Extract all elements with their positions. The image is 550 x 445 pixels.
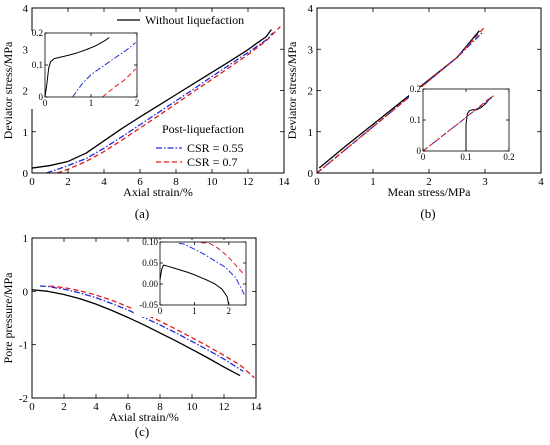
- panel-b-inset-xtick-label: 0: [421, 152, 426, 162]
- panel-a-ytick-label: 0: [23, 168, 29, 180]
- panel-a-inset-xtick-label: 0: [43, 98, 48, 108]
- panel-b-inset-xtick-label: 0.2: [503, 152, 514, 162]
- panel-b-series-2-line: [316, 26, 486, 174]
- panel-b-xtick-label: 2: [426, 176, 432, 188]
- panel-a-xtick-label: 8: [173, 176, 179, 188]
- panel-b-xtick-label: 0: [314, 176, 320, 188]
- panel-c-series-2-line: [49, 285, 255, 379]
- panel-a-inset-ytick-label: 0.2: [32, 28, 43, 38]
- panel-a-inset-xtick-label: 2: [135, 98, 140, 108]
- panel-a-inset-xtick-label: 1: [89, 98, 94, 108]
- panel-a-xtick-label: 2: [65, 176, 71, 188]
- panel-c-ytick-label: 0: [23, 286, 29, 298]
- panel-c-xtick-label: 2: [61, 401, 67, 413]
- panel-a-series-2-line: [56, 26, 281, 174]
- panel-b-ylabel: Deviator stress/MPa: [285, 41, 299, 139]
- panel-a-xtick-label: 4: [101, 176, 107, 188]
- panel-c-inset-ytick-label: 0.05: [142, 258, 158, 268]
- panel-c-xlabel: Axial strain/%: [109, 410, 179, 424]
- panel-c-ytick-label: -2: [19, 393, 28, 405]
- panel-c-xtick-label: 12: [219, 401, 230, 413]
- panel-a-legend: Without liquefaction Post-liquefaction CSR…: [117, 13, 244, 169]
- panel-a-xtick-label: 10: [207, 176, 219, 188]
- panel-c-xtick-label: 4: [93, 401, 99, 413]
- panel-a-xtick-label: 6: [137, 176, 143, 188]
- legend-label-0: Without liquefaction: [145, 13, 244, 27]
- panel-b-xtick-label: 1: [370, 176, 376, 188]
- panel-b-xtick-label: 3: [482, 176, 488, 188]
- panel-b-ytick-label: 0: [308, 168, 314, 180]
- panel-a-ytick-label: 1: [23, 127, 29, 139]
- panel-c-panel-label: (c): [135, 424, 149, 439]
- panel-c-frame: [31, 237, 257, 399]
- panel-b-inset-series-1-line: [422, 97, 493, 152]
- panel-b-inset-series-2-line: [422, 95, 495, 152]
- panel-a-series-1-line: [46, 32, 274, 174]
- panel-a-ytick-label: 4: [23, 3, 29, 15]
- panel-b-ytick-label: 3: [308, 44, 314, 56]
- panel-b: 0 1 2 3 4 0 1 2 3 4 Mean stress/MPa Deviator stress…: [285, 3, 544, 221]
- panel-a-ytick-label: 3: [23, 44, 29, 56]
- panel-b-inset-ytick-label: 0: [417, 146, 422, 156]
- panel-c-xtick-label: 10: [187, 401, 199, 413]
- panel-b-ytick-label: 2: [308, 86, 314, 98]
- panel-c-inset-series-2-line: [201, 242, 245, 276]
- panel-c-inset-series-0-line: [159, 264, 230, 306]
- panel-a-inset-series-0-line: [44, 37, 110, 98]
- panel-a-inset-bg: [31, 31, 141, 109]
- panel-c-inset-bg: [134, 240, 250, 317]
- panel-c-xtick-label: 14: [251, 401, 263, 413]
- panel-b-xlabel: Mean stress/MPa: [388, 185, 472, 199]
- panel-c-xtick-label: 8: [157, 401, 163, 413]
- panel-c-inset-ytick-label: 0.10: [142, 237, 158, 247]
- panel-c-inset-xtick-label: 1: [192, 306, 197, 316]
- panel-a-xtick-label: 0: [29, 176, 35, 188]
- panel-c-xtick-label: 0: [29, 401, 35, 413]
- panel-c-ytick-label: 1: [23, 233, 29, 245]
- panel-c-inset-xtick-label: 2: [227, 306, 232, 316]
- panel-b-inset: 0 0.1 0.2 0 0.1 0.2: [409, 84, 515, 163]
- panel-a-inset-ytick-label: 0: [39, 92, 44, 102]
- panel-c-ylabel: Pore pressure/MPa: [1, 272, 15, 364]
- panel-a-ytick-label: 2: [23, 86, 29, 98]
- panel-a-xtick-label: 12: [243, 176, 254, 188]
- panel-b-panel-label: (b): [420, 206, 435, 221]
- panel-a-inset-series-1-line: [72, 42, 136, 98]
- panel-a-inset-ytick-label: 0.1: [32, 60, 43, 70]
- panel-a-ylabel: Deviator stress/MPa: [1, 41, 15, 139]
- panel-b-inset-xtick-label: 0.1: [460, 152, 471, 162]
- panel-c-inset-frame: [159, 241, 247, 306]
- legend-subheading: Post-liquefaction: [162, 122, 244, 136]
- panel-c-inset: 0 1 2 -0.05 0.00 0.05 0.10: [134, 237, 250, 317]
- panel-a-series-0-line: [31, 29, 272, 169]
- panel-c-inset-ytick-label: 0.00: [142, 279, 158, 289]
- panel-b-inset-bg: [409, 87, 513, 163]
- panel-b-ytick-label: 4: [308, 3, 314, 15]
- panel-a-xtick-label: 14: [279, 176, 291, 188]
- panel-b-ytick-label: 1: [308, 127, 314, 139]
- panel-c-series-0-line: [31, 289, 241, 377]
- panel-a-panel-label: (a): [135, 206, 149, 221]
- legend-label-2: CSR = 0.7: [187, 155, 237, 169]
- panel-c-inset-ytick-label: -0.05: [139, 300, 158, 310]
- panel-c-ytick-label: -1: [19, 340, 28, 352]
- legend-label-1: CSR = 0.55: [187, 141, 243, 155]
- panel-a-inset-series-2-line: [102, 68, 136, 98]
- panel-b-inset-ytick-label: 0.1: [410, 115, 421, 125]
- panel-b-inset-ytick-label: 0.2: [410, 84, 421, 94]
- panel-c-inset-xtick-label: 0: [158, 306, 163, 316]
- panel-b-xtick-label: 4: [538, 176, 544, 188]
- panel-a-inset: 0 1 2 0 0.1 0.2: [31, 28, 141, 109]
- panel-a-xlabel: Axial strain/%: [123, 185, 193, 199]
- panel-c-xtick-label: 6: [125, 401, 131, 413]
